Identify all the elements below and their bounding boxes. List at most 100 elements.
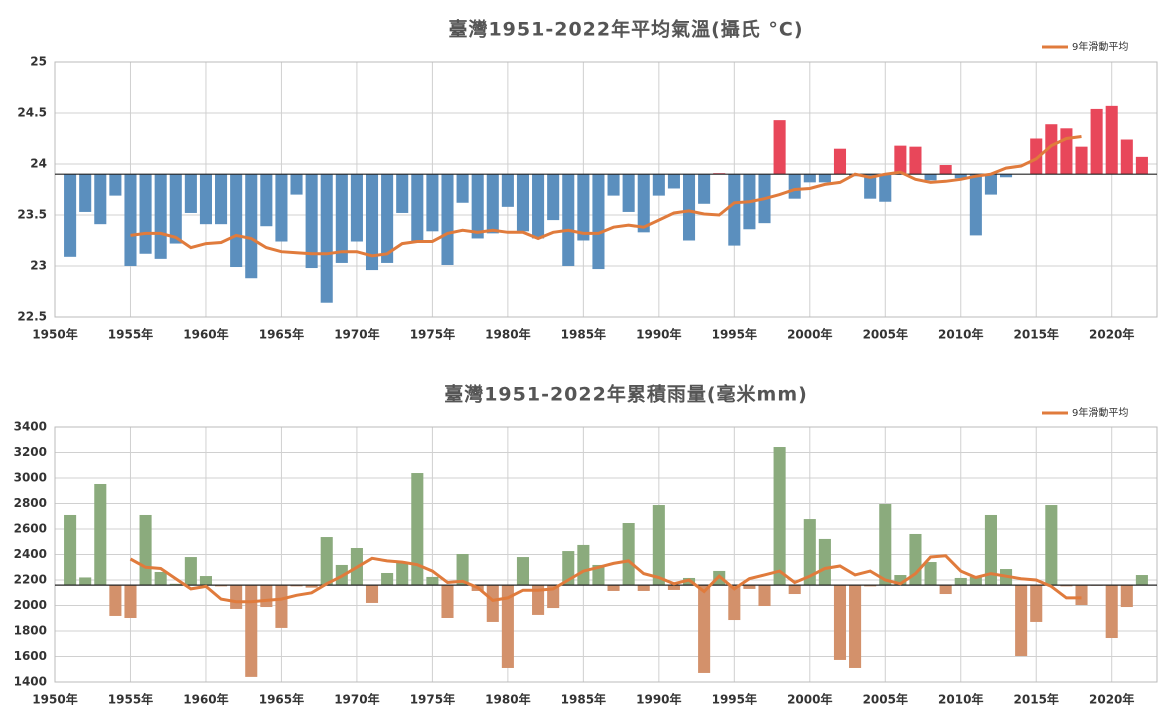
bar xyxy=(245,585,258,677)
y-tick-label: 1600 xyxy=(14,649,47,663)
bar xyxy=(94,483,107,586)
bar xyxy=(109,585,122,616)
bar xyxy=(1105,585,1118,639)
bar xyxy=(698,174,711,204)
x-tick-label: 1965年 xyxy=(259,692,304,707)
bar xyxy=(64,514,77,586)
bar xyxy=(1000,174,1013,178)
x-tick-label: 1995年 xyxy=(712,692,757,707)
bar xyxy=(864,174,877,199)
y-tick-label: 1800 xyxy=(14,624,47,638)
x-tick-label: 1950年 xyxy=(32,692,77,707)
bar xyxy=(532,585,545,615)
bar xyxy=(879,174,892,202)
bar xyxy=(1060,585,1073,587)
bar xyxy=(501,174,514,207)
x-tick-label: 1990年 xyxy=(636,692,681,707)
x-tick-label: 2015年 xyxy=(1014,327,1059,342)
bar xyxy=(486,585,499,622)
bar xyxy=(184,174,197,213)
x-tick-label: 1960年 xyxy=(183,327,228,342)
bar xyxy=(396,174,409,213)
bar xyxy=(1015,585,1028,656)
bar xyxy=(818,174,831,183)
bar xyxy=(290,585,303,587)
x-tick-label: 1980年 xyxy=(485,327,530,342)
x-tick-label: 2010年 xyxy=(938,327,983,342)
bar xyxy=(894,145,907,175)
bar xyxy=(788,585,801,595)
y-tick-label: 2400 xyxy=(14,547,47,561)
bar xyxy=(728,174,741,246)
bar xyxy=(969,576,982,586)
y-tick-label: 3200 xyxy=(14,445,47,459)
chart-title: 臺灣1951-2022年累積雨量(毫米mm) xyxy=(444,383,808,406)
bar xyxy=(879,504,892,586)
bar xyxy=(637,585,650,591)
x-tick-label: 1985年 xyxy=(561,327,606,342)
y-tick-label: 23.5 xyxy=(17,208,47,222)
plot-border xyxy=(54,61,1158,318)
bar xyxy=(426,576,439,586)
bar xyxy=(909,146,922,175)
bar xyxy=(788,174,801,199)
bar xyxy=(803,174,816,183)
bar xyxy=(773,447,786,586)
bar xyxy=(124,585,137,618)
bar xyxy=(245,174,258,279)
x-tick-label: 1955年 xyxy=(108,692,153,707)
bar xyxy=(230,585,243,609)
bar xyxy=(773,120,786,175)
bar xyxy=(894,575,907,586)
bar xyxy=(486,174,499,234)
bar xyxy=(1120,139,1133,175)
bar xyxy=(1135,156,1148,175)
x-tick-label: 2000年 xyxy=(787,692,832,707)
bar xyxy=(335,174,348,263)
bar xyxy=(637,174,650,233)
bar xyxy=(456,553,469,586)
bar xyxy=(1075,585,1088,605)
y-tick-label: 3400 xyxy=(14,420,47,434)
bar xyxy=(381,572,394,586)
bar xyxy=(592,564,605,586)
bar xyxy=(199,174,212,225)
bar xyxy=(743,585,756,589)
bar xyxy=(1045,124,1058,175)
bar xyxy=(698,585,711,673)
bar xyxy=(622,174,635,212)
bar xyxy=(305,174,318,269)
bar xyxy=(260,585,273,608)
line-series xyxy=(129,554,1082,604)
bar xyxy=(1105,105,1118,175)
bar xyxy=(1075,146,1088,175)
bar xyxy=(320,174,333,303)
bar xyxy=(607,585,620,591)
bar xyxy=(577,544,590,586)
bar xyxy=(215,585,228,587)
y-tick-label: 22.5 xyxy=(17,310,47,324)
bar xyxy=(169,583,182,586)
y-tick-label: 2200 xyxy=(14,573,47,587)
bar xyxy=(984,174,997,195)
bar xyxy=(441,585,454,618)
bar xyxy=(456,174,469,203)
bar xyxy=(441,174,454,265)
bar xyxy=(94,174,107,225)
x-tick-label: 2020年 xyxy=(1089,692,1134,707)
bar xyxy=(833,148,847,175)
bar xyxy=(547,585,560,609)
bar xyxy=(516,557,530,586)
bar xyxy=(169,174,182,244)
x-tick-label: 2020年 xyxy=(1089,327,1134,342)
bar xyxy=(365,585,379,603)
bar xyxy=(124,174,137,266)
x-tick-label: 1965年 xyxy=(259,327,304,342)
x-tick-label: 1970年 xyxy=(334,692,379,707)
bar xyxy=(984,514,997,586)
bar xyxy=(1120,585,1133,608)
bar xyxy=(516,174,530,232)
bar xyxy=(652,174,665,196)
bar xyxy=(290,174,303,195)
y-tick-label: 23 xyxy=(30,259,47,273)
